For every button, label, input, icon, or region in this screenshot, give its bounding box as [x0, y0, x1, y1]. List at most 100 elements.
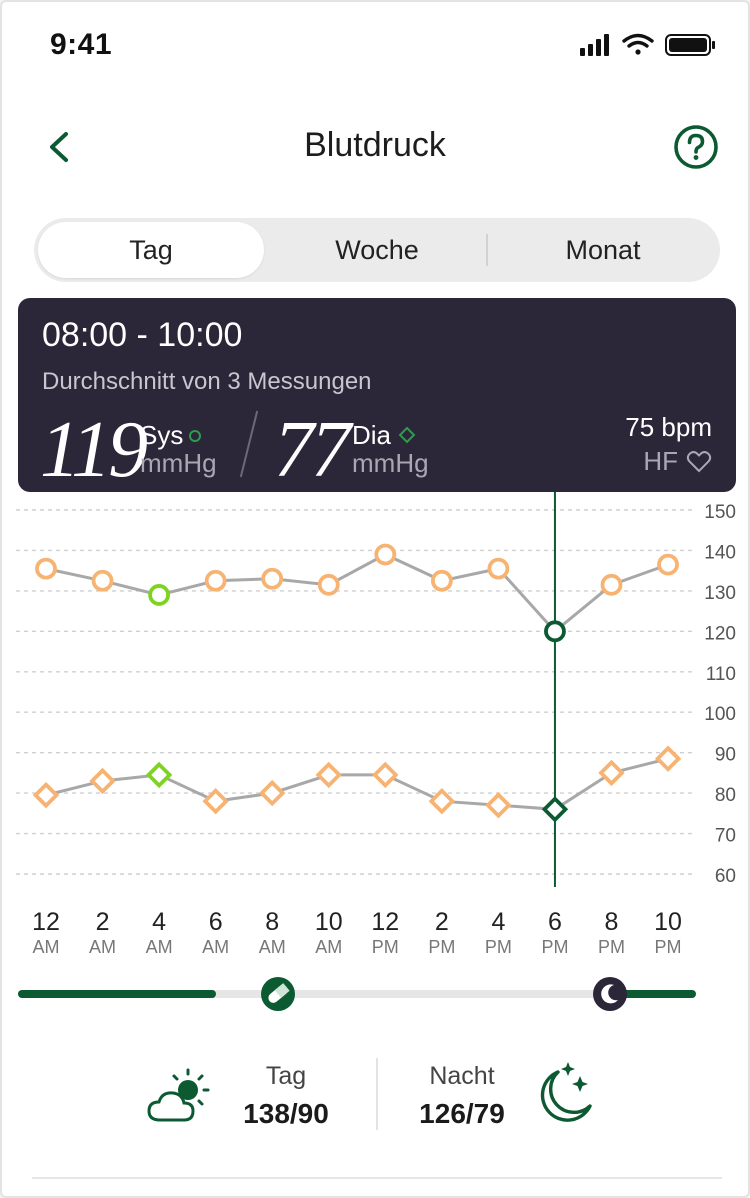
timeline-night-segment — [614, 990, 696, 998]
diamond-marker-icon — [398, 426, 416, 444]
x-tick-label: 4 AM — [129, 908, 189, 958]
x-tick-period: AM — [89, 937, 117, 957]
y-tick-label: 70 — [715, 826, 736, 847]
diastolic-point — [372, 761, 399, 789]
systolic-point — [35, 557, 57, 580]
x-tick-period: AM — [32, 937, 60, 957]
x-tick-label: 10 AM — [299, 908, 359, 958]
measurement-count: Durchschnitt von 3 Messungen — [42, 368, 372, 395]
x-tick-hour: 8 — [604, 908, 619, 936]
x-tick-label: 6 AM — [186, 908, 246, 958]
x-tick-hour: 12 — [371, 908, 400, 936]
day-value: 138/90 — [243, 1098, 329, 1129]
day-night-summary: Tag 138/90 Nacht 126/79 — [2, 1052, 748, 1142]
cloud-sun-icon — [147, 1068, 210, 1122]
heart-rate-value: 75 bpm — [625, 412, 712, 442]
x-tick-label: 2 AM — [73, 908, 133, 958]
x-tick-period: PM — [428, 937, 456, 957]
help-button[interactable] — [673, 124, 719, 170]
x-tick-hour: 4 — [491, 908, 506, 936]
x-tick-label: 8 PM — [582, 908, 642, 958]
x-tick-label: 4 PM — [468, 908, 528, 958]
day-night-timeline[interactable] — [18, 976, 696, 1012]
y-tick-label: 140 — [704, 542, 736, 563]
help-icon — [674, 125, 718, 169]
diastolic-point — [315, 761, 342, 789]
systolic-point — [148, 584, 171, 606]
page-title: Blutdruck — [304, 126, 446, 164]
period-tabs: Tag Woche Monat — [34, 218, 720, 282]
diastolic-point — [541, 796, 569, 823]
systolic-point — [487, 557, 510, 580]
x-tick-period: PM — [371, 937, 399, 957]
moon-icon[interactable] — [593, 977, 627, 1011]
x-tick-hour: 10 — [314, 908, 343, 936]
x-axis-labels: 12 AM 2 AM 4 AM 6 AM 8 AM 10 AM 12 PM 2 PM 4 PM 6 PM 8 PM 10 PM — [2, 908, 748, 968]
x-tick-hour: 2 — [95, 908, 110, 936]
x-tick-hour: 8 — [265, 908, 280, 936]
x-tick-period: PM — [598, 937, 625, 957]
x-tick-label: 12 AM — [16, 908, 76, 958]
systolic-point — [374, 543, 397, 566]
status-time: 9:41 — [50, 28, 113, 61]
y-tick-label: 120 — [704, 623, 736, 644]
diastolic-point — [598, 759, 625, 787]
diastolic-point — [89, 767, 116, 795]
tab-divider — [486, 234, 488, 266]
x-tick-hour: 12 — [32, 908, 60, 936]
heart-rate-row: HF — [643, 446, 712, 477]
systolic-unit: mmHg — [140, 448, 217, 478]
back-button[interactable] — [40, 124, 80, 170]
y-tick-label: 90 — [715, 745, 736, 766]
blood-pressure-chart[interactable]: 150 140 130 120 110 100 90 80 70 60 — [2, 492, 750, 912]
y-tick-label: 150 — [704, 502, 736, 523]
summary-divider — [376, 1058, 378, 1130]
systolic-point — [430, 569, 453, 592]
x-tick-period: AM — [202, 937, 230, 957]
night-value: 126/79 — [419, 1098, 505, 1129]
wifi-icon — [622, 33, 654, 55]
x-tick-label: 2 PM — [412, 908, 472, 958]
x-tick-period: AM — [145, 937, 173, 957]
systolic-point — [600, 573, 623, 596]
x-tick-label: 10 PM — [638, 908, 698, 958]
tab-day[interactable]: Tag — [38, 222, 264, 278]
selection-tooltip: 08:00 - 10:00 Durchschnitt von 3 Messung… — [18, 298, 736, 492]
diastolic-label: Dia — [352, 420, 392, 450]
x-tick-label: 6 PM — [525, 908, 585, 958]
moon-stars-icon — [540, 1062, 592, 1122]
x-tick-hour: 4 — [152, 908, 167, 936]
systolic-point — [544, 620, 566, 643]
pill-icon[interactable] — [261, 977, 295, 1011]
y-tick-label: 130 — [704, 583, 736, 604]
chevron-left-icon — [50, 132, 68, 162]
x-tick-label: 12 PM — [355, 908, 415, 958]
time-range: 08:00 - 10:00 — [42, 316, 243, 354]
systolic-point — [91, 569, 114, 592]
status-icons — [580, 33, 715, 56]
x-tick-period: PM — [484, 937, 512, 957]
heart-icon — [686, 450, 712, 472]
bottom-divider — [32, 1177, 722, 1179]
systolic-point — [317, 573, 340, 596]
series-line — [45, 552, 669, 634]
diastolic-unit: mmHg — [352, 448, 429, 478]
timeline-day-segment — [18, 990, 216, 998]
diastolic-point — [202, 788, 229, 815]
diastolic-value: 77 — [274, 406, 351, 494]
x-tick-hour: 6 — [547, 908, 562, 936]
systolic-label: Sys — [140, 420, 184, 450]
x-tick-period: PM — [654, 937, 682, 957]
systolic-point — [657, 553, 679, 576]
diastolic-point — [428, 788, 456, 815]
diastolic-point — [654, 745, 682, 772]
tab-week[interactable]: Woche — [335, 235, 419, 265]
systolic-value: 119 — [40, 406, 148, 494]
tab-month[interactable]: Monat — [565, 235, 641, 265]
battery-icon — [665, 34, 715, 56]
night-label: Nacht — [429, 1062, 495, 1090]
x-tick-hour: 6 — [208, 908, 223, 936]
x-tick-period: PM — [541, 937, 569, 957]
signal-icon — [580, 34, 609, 56]
